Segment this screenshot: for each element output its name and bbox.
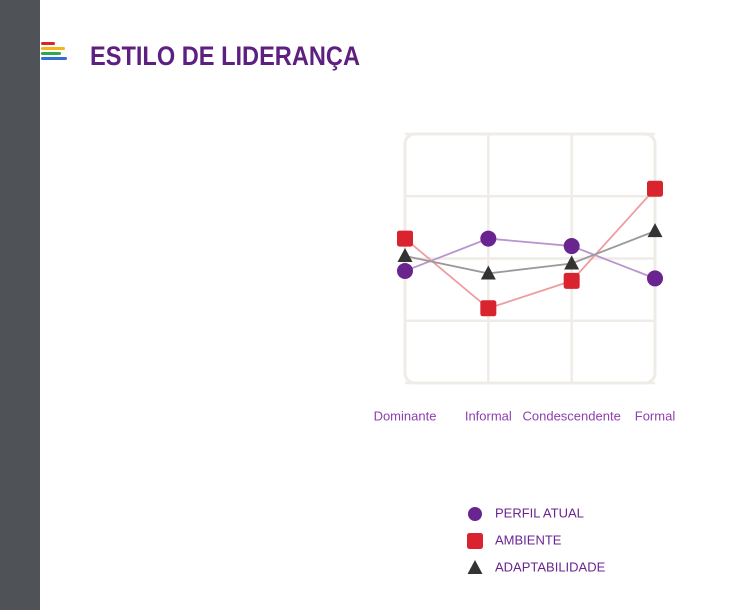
x-tick-label: Formal [635,408,676,423]
legend-marker [468,507,482,521]
data-point [563,238,580,255]
data-point [647,180,663,197]
data-point [563,272,580,289]
data-point [480,265,496,280]
series-line [404,237,656,280]
x-tick-label: Condescendente [523,408,621,423]
sidebar [0,0,40,610]
data-point [397,248,413,263]
legend-label: ADAPTABILIDADE [495,559,606,574]
data-point [564,255,580,270]
legend-label: AMBIENTE [495,532,562,547]
data-point [647,223,663,238]
data-point [647,270,663,287]
x-tick-label: Informal [465,408,512,423]
data-point [480,300,497,317]
x-tick-label: Dominante [374,408,437,423]
page-title: ESTILO DE LIDERANÇA [90,41,360,71]
series-line [404,188,656,310]
legend-marker [467,533,483,549]
header-icon [41,42,67,60]
series-line [404,230,656,275]
data-point [397,262,413,279]
legend-marker [467,560,483,574]
data-point [397,230,413,247]
legend-label: PERFIL ATUAL [495,505,584,520]
data-point [480,230,497,247]
